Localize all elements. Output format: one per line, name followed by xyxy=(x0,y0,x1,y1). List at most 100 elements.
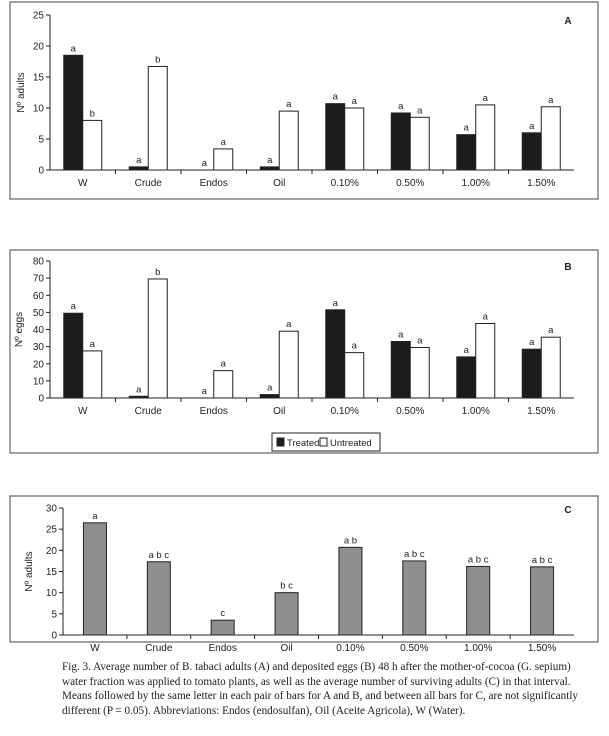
legend-swatch-untreated xyxy=(319,437,328,447)
bar-treated xyxy=(325,103,346,171)
significance-letter: b xyxy=(155,54,160,65)
bar-treated xyxy=(390,112,411,171)
bar-value xyxy=(146,561,171,636)
y-tick-label: 50 xyxy=(33,308,45,319)
bar-treated xyxy=(325,309,346,399)
x-tick-label: 0.10% xyxy=(331,178,359,189)
significance-letter: a xyxy=(333,298,339,309)
significance-letter: a xyxy=(352,341,358,352)
y-tick-label: 30 xyxy=(46,504,58,515)
significance-letter: a xyxy=(71,43,77,54)
significance-letter: a xyxy=(221,359,227,370)
significance-letter: a xyxy=(548,95,554,106)
x-tick-label: Endos xyxy=(200,178,228,189)
x-tick-label: 1.00% xyxy=(464,643,492,654)
significance-letter: a xyxy=(398,101,404,112)
bar-untreated xyxy=(213,370,234,399)
bar-untreated xyxy=(147,65,168,171)
bar-value xyxy=(82,522,107,636)
bar-treated xyxy=(259,394,280,399)
y-tick-label: 25 xyxy=(33,11,45,22)
significance-letter: a xyxy=(202,386,208,397)
x-tick-label: 1.50% xyxy=(528,643,556,654)
bar-treated xyxy=(456,356,477,399)
x-tick-label: 1.50% xyxy=(527,178,555,189)
x-tick-label: Endos xyxy=(209,643,237,654)
significance-letter: a xyxy=(71,301,77,312)
bar-untreated xyxy=(344,352,365,399)
y-tick-label: 10 xyxy=(33,376,45,387)
y-tick-label: 40 xyxy=(33,325,45,336)
significance-letter: a xyxy=(202,158,208,169)
significance-letter: a b c xyxy=(149,550,170,561)
y-tick-label: 5 xyxy=(51,609,57,620)
significance-letter: a xyxy=(529,337,535,348)
significance-letter: a xyxy=(483,93,489,104)
caption-text: Fig. 3. Average number of B. tabaci adul… xyxy=(62,661,579,717)
significance-letter: a xyxy=(136,384,142,395)
y-tick-label: 10 xyxy=(33,104,45,115)
panel-frame xyxy=(9,249,599,454)
significance-letter: a xyxy=(92,511,98,522)
bar-untreated xyxy=(82,350,103,399)
significance-letter: c xyxy=(220,608,225,619)
significance-letter: a xyxy=(136,155,142,166)
bar-untreated xyxy=(147,278,168,399)
bar-untreated xyxy=(409,116,430,171)
legend-label-treated: Treated xyxy=(287,438,319,449)
x-tick-label: Endos xyxy=(200,406,228,417)
y-tick-label: 60 xyxy=(33,291,45,302)
significance-letter: a xyxy=(267,155,273,166)
significance-letter: a xyxy=(483,312,489,323)
x-tick-label: W xyxy=(78,178,88,189)
significance-letter: a xyxy=(333,92,339,103)
bar-treated xyxy=(521,132,542,171)
significance-letter: a b c xyxy=(468,554,489,565)
bar-untreated xyxy=(475,104,496,171)
significance-letter: b xyxy=(155,267,160,278)
bar-untreated xyxy=(82,119,103,171)
bar-untreated xyxy=(278,330,299,399)
significance-letter: a xyxy=(398,329,404,340)
bar-untreated xyxy=(475,323,496,399)
y-tick-label: 25 xyxy=(46,525,58,536)
x-tick-label: Crude xyxy=(135,178,163,189)
panel-letter: B xyxy=(564,262,571,273)
bar-value xyxy=(466,565,491,636)
figure-caption: Fig. 3. Average number of B. tabaci adul… xyxy=(62,660,598,718)
y-tick-label: 70 xyxy=(33,274,45,285)
x-tick-label: W xyxy=(78,406,88,417)
bar-treated xyxy=(128,395,149,399)
bar-treated xyxy=(63,312,84,399)
significance-letter: a xyxy=(352,96,358,107)
chart-panel-b: 0 10 20 30 40 50 60 70 80 Nº eggs B W Crude Endos Oil 0… xyxy=(9,249,599,454)
x-tick-label: W xyxy=(90,643,100,654)
significance-letter: a xyxy=(529,121,535,132)
x-tick-label: 0.10% xyxy=(336,643,364,654)
significance-letter: a b xyxy=(344,535,357,546)
panel-letter: C xyxy=(564,505,571,516)
y-tick-label: 10 xyxy=(46,588,58,599)
y-tick-label: 0 xyxy=(38,166,44,177)
bar-treated xyxy=(63,54,84,171)
x-tick-label: 1.50% xyxy=(527,406,555,417)
bar-treated xyxy=(390,340,411,399)
bar-untreated xyxy=(409,346,430,399)
significance-letter: a xyxy=(221,137,227,148)
bar-untreated xyxy=(213,148,234,171)
legend: Treated Untreated xyxy=(271,432,381,452)
significance-letter: a xyxy=(286,99,292,110)
x-tick-label: 0.50% xyxy=(396,178,424,189)
y-tick-label: 30 xyxy=(33,342,45,353)
y-tick-label: 15 xyxy=(33,73,45,84)
bar-untreated xyxy=(540,106,561,171)
legend-swatch-treated xyxy=(276,437,285,447)
legend-label-untreated: Untreated xyxy=(330,438,372,449)
significance-letter: a xyxy=(464,123,470,134)
significance-letter: a xyxy=(417,335,423,346)
panel-frame xyxy=(9,1,599,200)
y-tick-label: 0 xyxy=(51,631,57,642)
bar-treated xyxy=(521,348,542,399)
bar-untreated xyxy=(344,107,365,171)
